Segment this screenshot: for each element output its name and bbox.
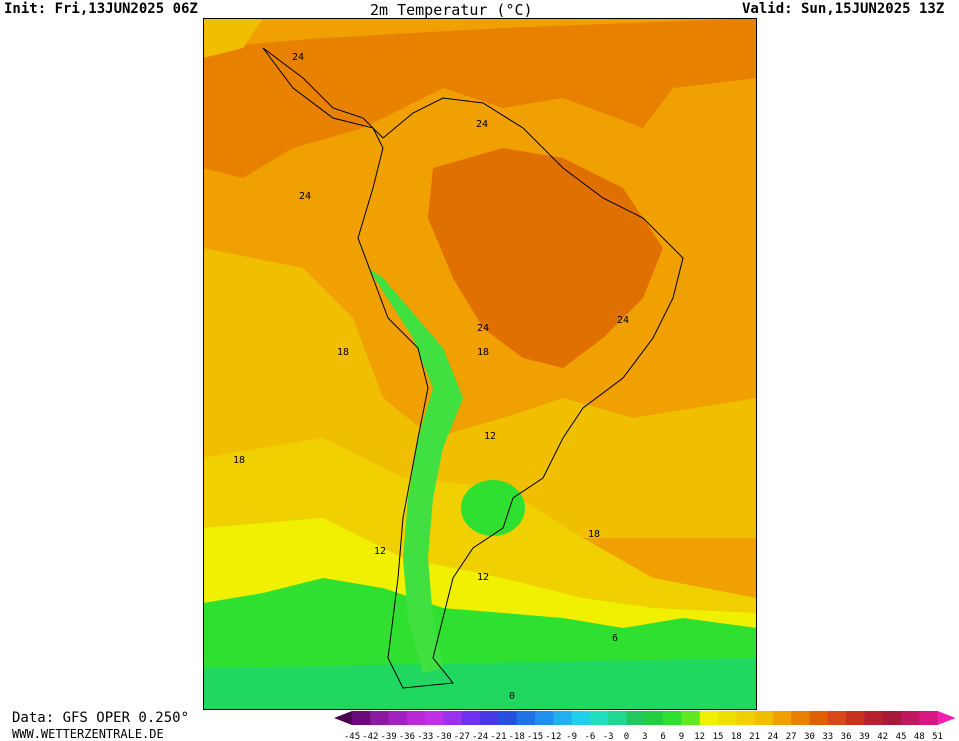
colorbar-tick-label: 9 <box>679 732 684 741</box>
colorbar-tick-label: 33 <box>822 732 833 741</box>
contour-label: 24 <box>477 323 489 334</box>
colorbar-swatch <box>388 711 408 725</box>
map-title: 2m Temperatur (°C) <box>370 1 533 19</box>
colorbar-arrow-right <box>937 711 956 725</box>
colorbar-tick-label: 6 <box>660 732 665 741</box>
contour-label: 24 <box>299 191 311 202</box>
colorbar-tick-label: 12 <box>694 732 705 741</box>
colorbar-tick-label: -33 <box>417 732 433 741</box>
colorbar-tick-label: -45 <box>344 732 360 741</box>
colorbar-swatch <box>352 711 371 725</box>
colorbar: -45 -42 -39 -36 -33 -30 -27 -24 -21 -18 -15 -12 -9 -6… <box>334 711 956 741</box>
colorbar-swatch <box>809 711 829 725</box>
colorbar-tick-label: 24 <box>767 732 778 741</box>
colorbar-tick-label: 45 <box>896 732 907 741</box>
colorbar-swatch <box>864 711 884 725</box>
colorbar-swatch <box>608 711 627 725</box>
colorbar-swatch <box>644 711 664 725</box>
temperature-map[interactable]: 24 24 24 24 24 18 18 18 18 12 12 12 6 0 <box>203 18 757 710</box>
colorbar-swatch <box>626 711 646 725</box>
colorbar-tick-label: -42 <box>362 732 378 741</box>
colorbar-swatch <box>882 711 902 725</box>
colorbar-tick-label: -9 <box>566 732 577 741</box>
colorbar-swatch <box>736 711 756 725</box>
map-frame <box>203 18 757 710</box>
colorbar-swatch <box>718 711 737 725</box>
coastline <box>262 47 684 689</box>
colorbar-tick-label: 18 <box>731 732 742 741</box>
contour-label: 6 <box>612 633 618 644</box>
colorbar-tick-label: 42 <box>877 732 888 741</box>
colorbar-tick-label: 15 <box>713 732 724 741</box>
colorbar-swatch <box>589 711 609 725</box>
colorbar-swatch <box>535 711 554 725</box>
colorbar-swatch <box>516 711 536 725</box>
colorbar-swatch <box>754 711 774 725</box>
colorbar-swatch <box>699 711 719 725</box>
valid-time: Valid: Sun,15JUN2025 13Z <box>742 1 945 17</box>
colorbar-swatch <box>827 711 847 725</box>
colorbar-swatch <box>370 711 390 725</box>
data-source: Data: GFS OPER 0.250° <box>12 710 190 726</box>
colorbar-tick-label: -30 <box>435 732 451 741</box>
colorbar-swatch <box>663 711 682 725</box>
colorbar-tick-label: 27 <box>786 732 797 741</box>
field-hot-interior <box>428 148 663 368</box>
contour-label: 18 <box>588 529 600 540</box>
colorbar-tick-label: -36 <box>399 732 415 741</box>
colorbar-tick-label: 39 <box>859 732 870 741</box>
contour-label: 18 <box>337 347 349 358</box>
colorbar-tick-label: -39 <box>380 732 396 741</box>
colorbar-tick-label: -3 <box>603 732 614 741</box>
contour-label: 24 <box>476 119 488 130</box>
contour-label: 24 <box>617 315 629 326</box>
contour-label: 12 <box>484 431 496 442</box>
colorbar-tick-label: -12 <box>545 732 561 741</box>
colorbar-tick-label: 30 <box>804 732 815 741</box>
colorbar-swatch <box>425 711 444 725</box>
field-andes <box>368 268 463 673</box>
colorbar-swatch <box>772 711 792 725</box>
contour-label: 12 <box>477 572 489 583</box>
contour-label: 18 <box>477 347 489 358</box>
colorbar-tick-label: -6 <box>584 732 595 741</box>
colorbar-tick-label: -27 <box>454 732 470 741</box>
colorbar-tick-label: 48 <box>914 732 925 741</box>
colorbar-swatch <box>919 711 939 725</box>
colorbar-tick-label: 21 <box>749 732 760 741</box>
contour-label: 24 <box>292 52 304 63</box>
colorbar-swatch <box>571 711 591 725</box>
colorbar-tick-label: 36 <box>841 732 852 741</box>
contour-label: 18 <box>233 455 245 466</box>
colorbar-swatch <box>846 711 865 725</box>
colorbar-swatch <box>553 711 573 725</box>
colorbar-tick-label: -15 <box>527 732 543 741</box>
website-link[interactable]: WWW.WETTERZENTRALE.DE <box>12 727 164 741</box>
colorbar-swatch <box>681 711 701 725</box>
colorbar-tick-label: 0 <box>624 732 629 741</box>
colorbar-swatch <box>406 711 426 725</box>
colorbar-swatch <box>901 711 920 725</box>
contour-label: 12 <box>374 546 386 557</box>
colorbar-swatch <box>480 711 499 725</box>
colorbar-tick-label: -21 <box>490 732 506 741</box>
init-time: Init: Fri,13JUN2025 06Z <box>4 1 198 17</box>
colorbar-arrow-left <box>334 711 352 725</box>
colorbar-tick-label: 3 <box>642 732 647 741</box>
colorbar-swatch <box>461 711 481 725</box>
colorbar-tick-label: -18 <box>509 732 525 741</box>
colorbar-tick-label: -24 <box>472 732 488 741</box>
colorbar-swatch <box>498 711 518 725</box>
field-warm-nw <box>203 18 263 58</box>
colorbar-swatch <box>443 711 463 725</box>
field-hot-north <box>203 18 757 178</box>
field-0 <box>203 658 757 710</box>
field-pampa <box>461 480 525 536</box>
contour-label: 0 <box>509 691 515 702</box>
colorbar-tick-label: 51 <box>932 732 943 741</box>
colorbar-swatch <box>791 711 810 725</box>
